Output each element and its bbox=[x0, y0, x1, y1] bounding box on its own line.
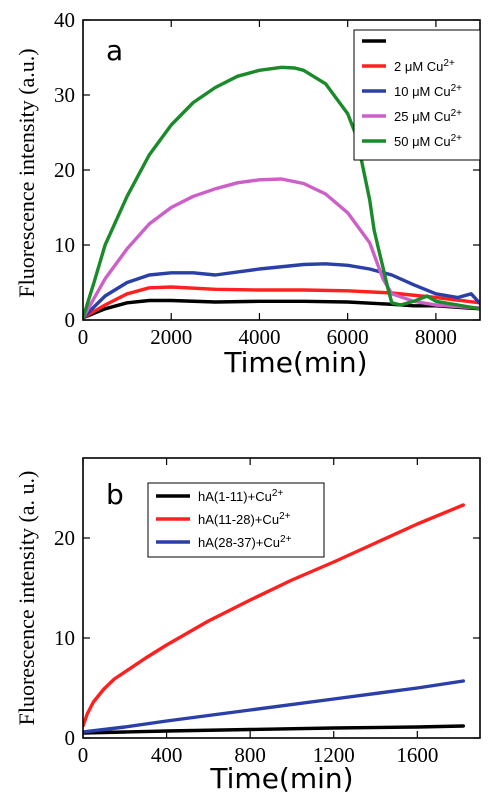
panel-a-x-tick-label: 8000 bbox=[415, 325, 457, 349]
panel-a-y-tick-label: 40 bbox=[54, 8, 75, 32]
panel-b-x-tick-label: 0 bbox=[78, 743, 89, 767]
panel-a-legend-box bbox=[353, 29, 481, 161]
panel-a: 0 2000 4000 6000 8000 0 10 20 30 40 a Fluorescenc… bbox=[14, 8, 481, 379]
panel-b-series-line-2 bbox=[83, 503, 465, 728]
panel-b-legend-label-2: hA(11-28)+Cu2+ bbox=[198, 511, 291, 527]
panel-b-series-line-3 bbox=[83, 679, 465, 734]
panel-a-y-tick-label: 10 bbox=[54, 233, 75, 257]
panel-b-x-axis-title: Time(min) bbox=[209, 762, 353, 795]
panel-a-series-line-5 bbox=[83, 65, 480, 320]
panel-b-plot-frame bbox=[82, 457, 481, 739]
panel-b-series bbox=[83, 503, 465, 735]
panel-b-x-tick-label: 1600 bbox=[396, 743, 438, 767]
panel-a-y-tick-label: 20 bbox=[54, 158, 75, 182]
panel-b-y-tick-label: 10 bbox=[54, 626, 75, 650]
panel-b-x-tick-label: 1200 bbox=[313, 743, 355, 767]
panel-b-y-tick-label: 0 bbox=[65, 726, 76, 750]
panel-a-x-tick-label: 2000 bbox=[150, 325, 192, 349]
panel-b-legend-label-3: hA(28-37)+Cu2+ bbox=[198, 534, 292, 550]
panel-a-legend-label-4: 25 μM Cu2+ bbox=[394, 108, 462, 124]
panel-b: 0 400 800 1200 1600 0 10 20 b Fluorescence inte… bbox=[14, 457, 481, 795]
panel-b-y-tick-label: 20 bbox=[54, 526, 75, 550]
panel-b-label: b bbox=[106, 478, 124, 511]
panel-a-series-line-2 bbox=[83, 285, 480, 320]
panel-a-x-tick-label: 0 bbox=[78, 325, 89, 349]
panel-a-series-line-4 bbox=[83, 177, 480, 320]
panel-a-y-axis-title: Fluorescence intensity (a.u.) bbox=[14, 48, 39, 297]
panel-a-x-axis-title: Time(min) bbox=[223, 346, 367, 379]
panel-b-series-line-1 bbox=[83, 724, 465, 735]
panel-b-legend: hA(1-11)+Cu2+ hA(11-28)+Cu2+ hA(28-37)+Cu2… bbox=[147, 482, 325, 558]
panel-a-y-tick-label: 30 bbox=[54, 83, 75, 107]
panel-a-x-tick-label: 6000 bbox=[327, 325, 369, 349]
panel-a-ticks: 0 2000 4000 6000 8000 0 10 20 30 40 bbox=[54, 8, 480, 349]
panel-b-x-tick-label: 800 bbox=[234, 743, 266, 767]
panel-a-series-line-3 bbox=[83, 262, 480, 320]
panel-a-legend-label-5: 50 μM Cu2+ bbox=[394, 133, 462, 149]
panel-b-y-axis-title: Fluorescence intensity (a. u.) bbox=[14, 471, 39, 726]
panel-b-ticks: 0 400 800 1200 1600 0 10 20 bbox=[54, 458, 480, 767]
panel-a-legend: 2 μM Cu2+ 10 μM Cu2+ 25 μM Cu2+ 50 μM Cu2+ bbox=[353, 29, 481, 161]
panel-a-y-tick-label: 0 bbox=[65, 308, 76, 332]
panel-a-legend-label-2: 2 μM Cu2+ bbox=[394, 58, 455, 74]
panel-a-label: a bbox=[106, 34, 123, 67]
panel-a-legend-label-3: 10 μM Cu2+ bbox=[394, 83, 462, 99]
panel-b-legend-label-1: hA(1-11)+Cu2+ bbox=[198, 488, 283, 504]
panel-a-x-tick-label: 4000 bbox=[238, 325, 280, 349]
panel-b-x-tick-label: 400 bbox=[151, 743, 183, 767]
panel-a-series bbox=[83, 65, 480, 320]
